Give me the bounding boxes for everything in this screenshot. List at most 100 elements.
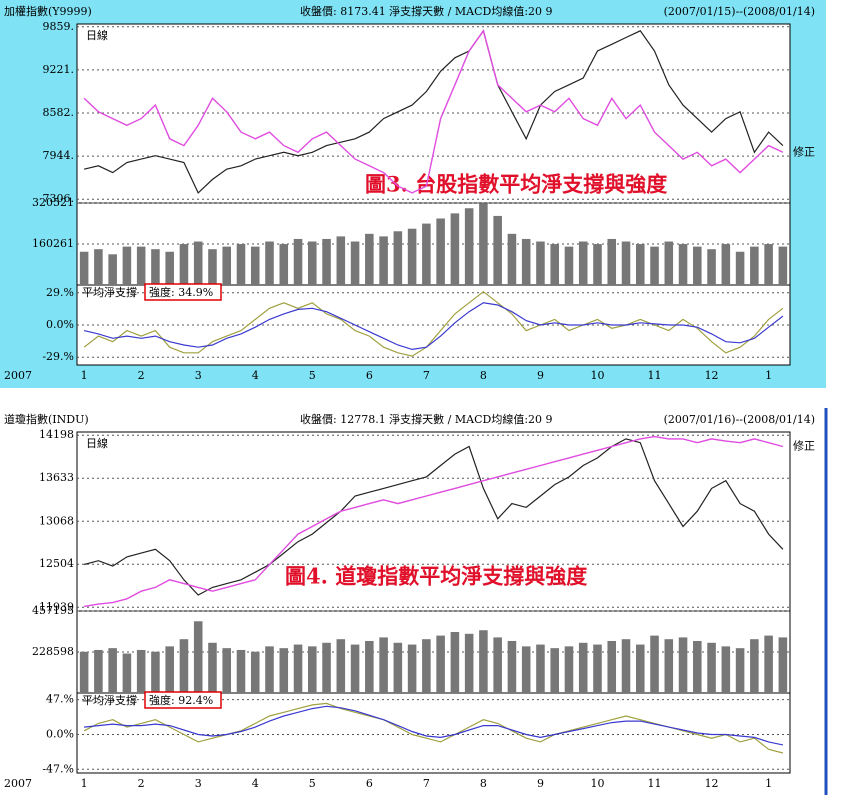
header-info: 收盤價: 8173.41 淨支撐天數 / MACD均線值:20 9 (300, 4, 553, 18)
year-label: 2007 (4, 369, 32, 382)
volume-bar (179, 244, 189, 285)
volume-bar (236, 244, 246, 285)
x-tick-label: 11 (648, 369, 662, 382)
y-tick-label: 160261 (32, 237, 74, 250)
y-tick-label: 0.0% (46, 727, 74, 740)
panel-label: 日線 (86, 436, 108, 450)
x-tick-label: 3 (195, 369, 202, 382)
date-range: (2007/01/15)--(2008/01/14) (664, 5, 815, 18)
strength-label: 強度: 92.4% (149, 693, 213, 707)
volume-bar (322, 238, 331, 285)
indicator-line (84, 705, 784, 746)
volume-bar (265, 646, 274, 693)
x-tick-label: 1 (765, 369, 772, 382)
volume-bar (250, 651, 260, 693)
volume-bar (407, 644, 417, 693)
volume-bar (407, 228, 417, 285)
volume-bar (464, 633, 474, 693)
y-tick-label: 29.% (46, 286, 74, 299)
volume-bar (151, 249, 160, 285)
volume-bar (650, 635, 659, 693)
volume-bar (479, 203, 488, 285)
volume-bar (193, 621, 203, 693)
x-tick-label: 9 (537, 369, 544, 382)
volume-bar (664, 639, 674, 693)
y-tick-label: 457195 (32, 604, 74, 617)
x-tick-label: 10 (590, 777, 604, 790)
volume-bar (108, 254, 117, 285)
volume-bar (735, 251, 745, 285)
volume-bar (607, 238, 617, 285)
volume-bar (336, 639, 346, 693)
volume-bar (293, 238, 303, 285)
volume-bar (308, 646, 317, 693)
y-tick-label: 12504 (39, 557, 74, 570)
volume-bar (350, 644, 360, 693)
y-tick-label: 9221. (43, 63, 75, 76)
volume-bar (265, 241, 274, 285)
chart-panel: 道瓊指數(INDU) 收盤價: 12778.1 淨支撐天數 / MACD均線值:2… (0, 408, 828, 795)
volume-bar (108, 648, 117, 693)
y-tick-label: 0.0% (46, 318, 74, 331)
price-line (83, 435, 784, 608)
volume-bar (393, 642, 403, 693)
x-tick-label: 12 (705, 777, 719, 790)
y-tick-label: 228598 (32, 645, 74, 658)
volume-bar (521, 238, 531, 285)
close-line (83, 29, 784, 194)
volume-bar (94, 649, 103, 693)
chart-title: 加權指數(Y9999) (4, 4, 92, 18)
volume-bar (94, 249, 103, 285)
volume-bar (350, 241, 360, 285)
x-tick-label: 7 (423, 369, 430, 382)
indicator-line (83, 290, 784, 357)
volume-bar (222, 648, 232, 693)
y-tick-label: 11939 (39, 600, 74, 613)
volume-bar (778, 246, 788, 285)
header-info: 收盤價: 12778.1 淨支撐天數 / MACD均線值:20 9 (300, 412, 553, 426)
x-tick-label: 4 (252, 777, 259, 790)
x-tick-label: 6 (366, 369, 373, 382)
volume-bar (521, 646, 531, 693)
date-range: (2007/01/16)--(2008/01/14) (664, 413, 815, 426)
volume-bar (707, 642, 716, 693)
volume-bar (279, 648, 289, 693)
volume-bar (379, 236, 388, 285)
x-tick-label: 8 (480, 369, 487, 382)
volume-bar (707, 249, 716, 285)
x-tick-label: 4 (252, 369, 259, 382)
y-tick-label: 320521 (32, 196, 74, 209)
strength-label: 強度: 34.9% (149, 285, 213, 299)
year-label: 2007 (4, 777, 32, 790)
volume-bar (422, 639, 431, 693)
volume-bar (764, 244, 773, 285)
volume-bar (336, 236, 346, 285)
volume-bar (208, 642, 217, 693)
volume-bar (236, 649, 246, 693)
x-tick-label: 12 (705, 369, 719, 382)
price-line (83, 29, 784, 194)
y-tick-label: 7306. (43, 192, 75, 205)
volume-bar (393, 231, 403, 285)
chart-title: 道瓊指數(INDU) (4, 412, 89, 426)
x-tick-label: 8 (480, 777, 487, 790)
y-tick-label: 47.% (46, 693, 74, 706)
volume-bar (564, 646, 574, 693)
volume-bar (365, 640, 374, 693)
panel-label: 日線 (86, 28, 108, 42)
volume-bar (607, 640, 617, 693)
volume-bar (593, 644, 602, 693)
volume-bar (493, 637, 502, 693)
volume-bar (750, 246, 759, 285)
strength-box (144, 283, 222, 301)
volume-bar (322, 642, 331, 693)
x-tick-label: 2 (138, 777, 145, 790)
volume-bar (279, 244, 289, 285)
volume-bar (379, 637, 388, 693)
chart-panel: 加權指數(Y9999) 收盤價: 8173.41 淨支撐天數 / MACD均線值:… (0, 0, 826, 388)
indicator-label: 平均淨支撐 (82, 285, 137, 299)
volume-bar (678, 244, 688, 285)
volume-bar (165, 646, 174, 693)
x-tick-label: 7 (423, 777, 430, 790)
